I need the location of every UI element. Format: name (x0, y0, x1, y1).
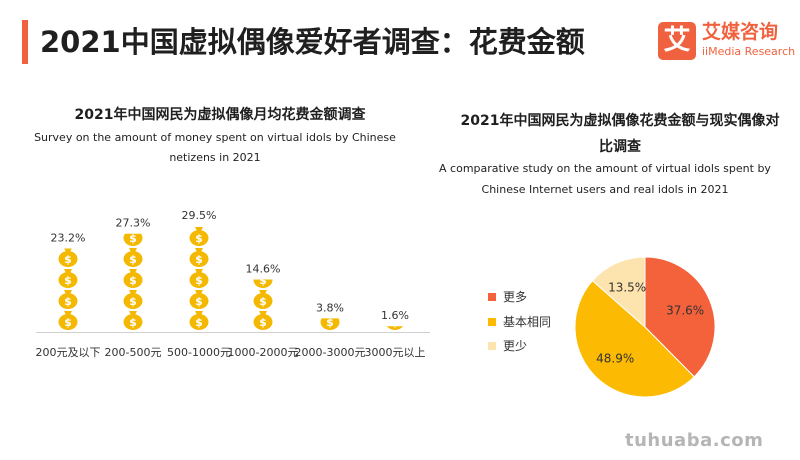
pie-chart-title: 2021年中国网民为虚拟偶像花费金额与现实偶像对比调查 (460, 113, 780, 155)
svg-text:$: $ (129, 232, 137, 245)
bar-value-label: 29.5% (182, 209, 217, 222)
bar-chart-subtitle: Survey on the amount of money spent on v… (34, 131, 396, 164)
legend-swatch (488, 342, 496, 350)
svg-text:$: $ (64, 253, 72, 266)
svg-text:$: $ (64, 316, 72, 329)
legend-swatch (488, 318, 496, 326)
money-bag-bar: $$$$$$ (253, 274, 273, 330)
svg-text:$: $ (195, 253, 203, 266)
logo-mark: 艾 (658, 22, 696, 60)
bar-chart-title: 2021年中国网民为虚拟偶像月均花费金额调查 (74, 107, 366, 123)
bar-category-label: 2000-3000元 (295, 346, 366, 359)
pie-slice (574, 280, 695, 398)
svg-text:$: $ (259, 295, 267, 308)
watermark: tuhuaba.com (625, 430, 764, 451)
bar-category-label: 3000元以上 (365, 346, 426, 359)
bar-category-label: 200-500元 (105, 346, 162, 359)
money-bag-bar: $$$$$$ (189, 227, 209, 330)
bar-value-label: 1.6% (381, 309, 409, 322)
svg-text:$: $ (64, 295, 72, 308)
pie-slice (591, 256, 646, 329)
brand-logo: 艾 艾媒咨询 iiMedia Research (658, 20, 795, 64)
bar-value-label: 23.2% (51, 231, 86, 244)
bar-value-label: 27.3% (116, 217, 151, 230)
pie-value-label: 37.6% (666, 304, 704, 318)
svg-text:$: $ (195, 295, 203, 308)
pie-value-label: 48.9% (596, 352, 634, 366)
svg-text:$: $ (195, 232, 203, 245)
svg-text:$: $ (259, 316, 267, 329)
bar-value-label: 3.8% (316, 301, 344, 314)
svg-text:$: $ (64, 274, 72, 287)
bar-category-label: 1000-2000元 (228, 346, 299, 359)
pie-chart-subtitle: A comparative study on the amount of vir… (439, 162, 771, 196)
legend-label: 更少 (503, 339, 527, 353)
svg-text:$: $ (195, 274, 203, 287)
money-bag-bar: $$$$$$ (58, 248, 78, 330)
page-title: 2021中国虚拟偶像爱好者调查：花费金额 (40, 25, 585, 59)
bar-category-label: 200元及以下 (36, 346, 101, 359)
title-accent-bar (22, 20, 28, 64)
bar-category-label: 500-1000元 (167, 346, 231, 359)
legend-label: 更多 (503, 290, 527, 304)
money-bag-bar: $$$$$$ (386, 316, 404, 330)
pie-slice (644, 256, 716, 378)
logo-text-en: iiMedia Research (702, 45, 796, 58)
logo-text-cn: 艾媒咨询 (702, 21, 779, 43)
svg-text:$: $ (129, 253, 137, 266)
svg-text:$: $ (391, 316, 399, 329)
bar-value-label: 14.6% (246, 262, 281, 275)
svg-text:$: $ (195, 316, 203, 329)
money-bag-bar: $$$$$$ (123, 232, 143, 330)
legend-swatch (488, 293, 496, 301)
svg-text:$: $ (129, 295, 137, 308)
pie-value-label: 13.5% (608, 280, 646, 294)
svg-text:$: $ (129, 316, 137, 329)
svg-text:$: $ (259, 274, 267, 287)
svg-text:$: $ (129, 274, 137, 287)
legend-label: 基本相同 (503, 315, 551, 329)
svg-text:$: $ (326, 316, 334, 329)
money-bag-bar: $$$$$$ (320, 316, 340, 330)
